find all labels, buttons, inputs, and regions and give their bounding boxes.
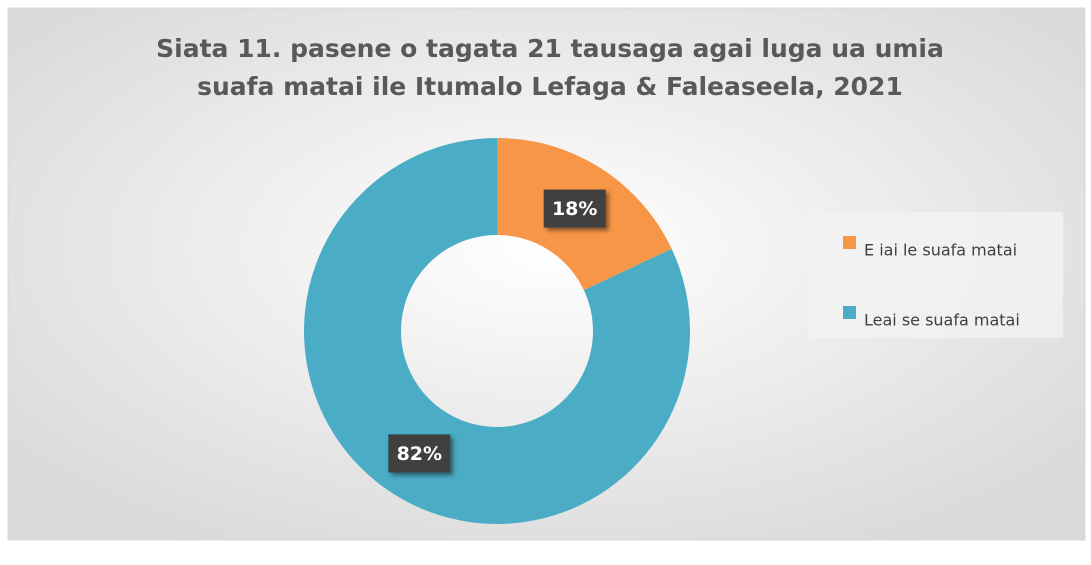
legend-swatch [843,306,856,319]
data-label-box [388,434,451,473]
chart-title: Siata 11. pasene o tagata 21 tausaga aga… [156,34,944,101]
data-label-box [543,189,606,228]
donut-slice [303,138,690,524]
legend-label: Leai se suafa matai [864,311,1020,330]
data-label: 82% [397,443,442,465]
data-label: 18% [552,198,597,220]
legend-swatch [843,236,856,249]
legend-label: E iai le suafa matai [864,241,1017,260]
